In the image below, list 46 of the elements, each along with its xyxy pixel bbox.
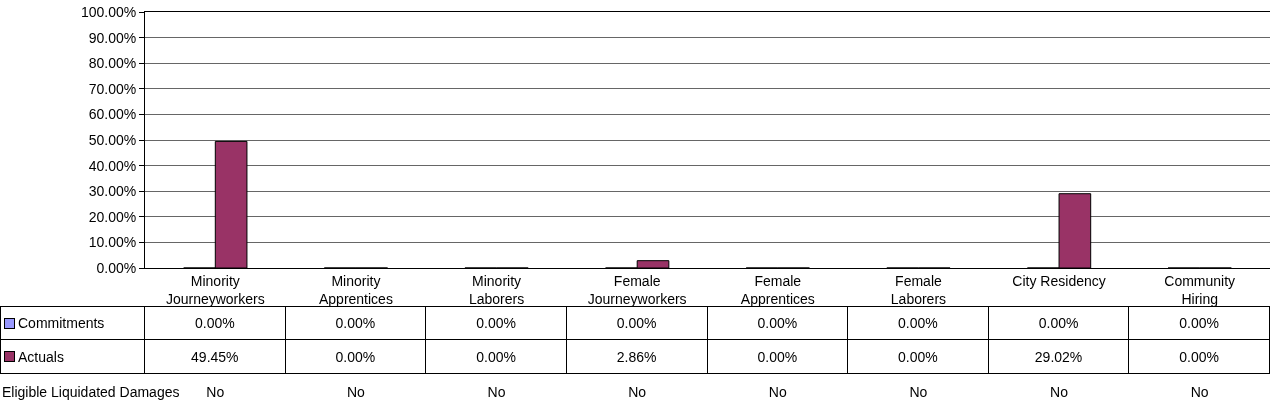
legend-label: Commitments	[18, 315, 105, 331]
y-tick-label: 10.00%	[88, 234, 137, 251]
data-label: 0.00%	[848, 306, 989, 340]
data-label: 0.00%	[145, 306, 286, 340]
y-tick-label: 90.00%	[88, 29, 137, 46]
x-tick-label: Female Apprentices	[740, 272, 815, 307]
data-label: 0.00%	[426, 306, 567, 340]
text: Eligible Liquidated Damages	[1, 383, 180, 402]
text: No	[908, 383, 929, 402]
x-tick-label: Minority Apprentices	[318, 272, 393, 307]
text: No	[767, 383, 788, 402]
x-tick-label: Community Hiring	[1164, 272, 1236, 307]
data-label: 0.00%	[1129, 340, 1270, 374]
data-label: 0.00%	[285, 340, 427, 374]
y-tick-label: 0.00%	[96, 259, 137, 276]
text: No	[627, 383, 648, 402]
legend-label: Actuals	[18, 348, 64, 365]
text: No	[346, 383, 366, 402]
y-tick-label: 40.00%	[88, 157, 137, 174]
data-label: 0.00%	[848, 340, 989, 374]
data-label: 0.00%	[988, 306, 1130, 340]
y-tick-label: 80.00%	[88, 55, 137, 72]
y-tick-label: 20.00%	[88, 208, 137, 225]
text: No	[1049, 383, 1069, 402]
data-label: 0.00%	[426, 340, 567, 374]
x-tick-label: Female Journeyworkers	[587, 272, 687, 307]
x-tick-label: Minority Journeyworkers	[165, 272, 265, 307]
data-label: 2.86%	[566, 340, 708, 374]
y-tick-label: 60.00%	[88, 106, 137, 123]
data-label: 0.00%	[1129, 306, 1270, 340]
data-label: 0.00%	[707, 340, 849, 374]
text: No	[1189, 383, 1210, 402]
x-tick-label: Female Laborers	[890, 272, 947, 307]
data-label: 29.02%	[988, 340, 1130, 374]
data-label: 0.00%	[566, 306, 708, 340]
x-tick-label: City Residency	[1012, 272, 1106, 289]
data-label: 49.45%	[145, 340, 286, 374]
y-tick-label: 100.00%	[80, 3, 137, 20]
data-label: 0.00%	[285, 306, 427, 340]
x-tick-label: Minority Laborers	[468, 272, 525, 307]
data-label: 0.00%	[707, 306, 849, 340]
y-tick-label: 30.00%	[88, 183, 137, 200]
y-tick-label: 50.00%	[88, 131, 137, 148]
y-tick-label: 70.00%	[88, 80, 137, 97]
text: No	[206, 384, 225, 400]
text: No	[486, 383, 507, 402]
